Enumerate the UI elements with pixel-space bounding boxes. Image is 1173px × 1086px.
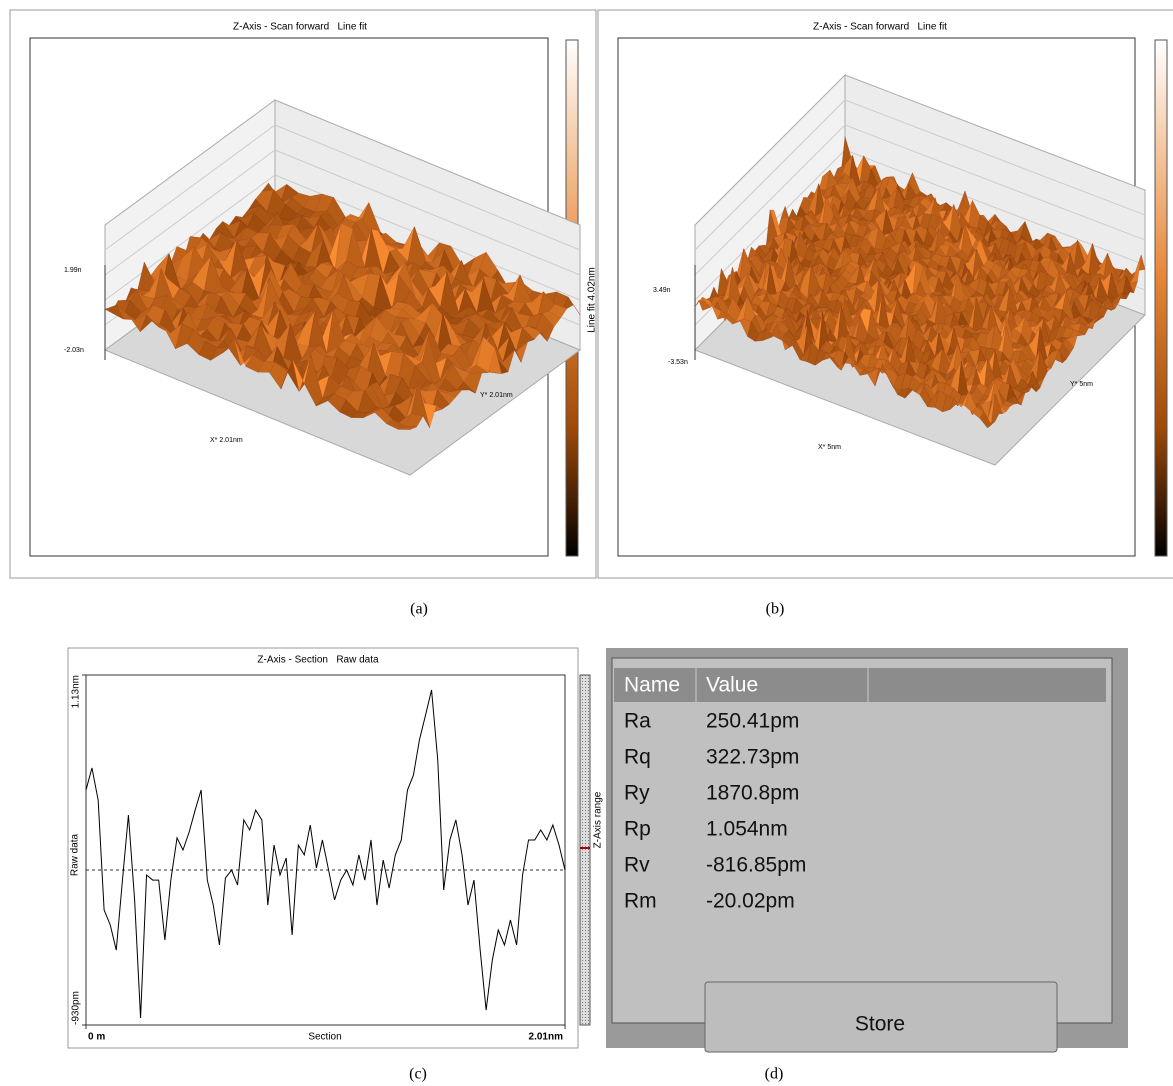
caption: (d) bbox=[765, 1066, 784, 1083]
table-cell: Rv bbox=[624, 854, 650, 877]
caption: (b) bbox=[766, 601, 785, 618]
y-label: Y* 2.01nm bbox=[480, 392, 513, 399]
y-axis-label: Raw data bbox=[70, 833, 81, 876]
chart-title: Z-Axis - Section Raw data bbox=[257, 655, 379, 666]
button-label[interactable]: Store bbox=[855, 1013, 905, 1036]
table-cell: Ra bbox=[624, 710, 651, 733]
plot-frame bbox=[86, 675, 565, 1025]
table-cell: 250.41pm bbox=[706, 710, 799, 733]
table-cell: -816.85pm bbox=[706, 854, 806, 877]
z-label: -2.03n bbox=[64, 347, 84, 354]
caption: (c) bbox=[409, 1066, 427, 1083]
table-header bbox=[614, 668, 1106, 702]
column-header: Value bbox=[706, 674, 758, 697]
z-label: 1.99n bbox=[64, 267, 82, 274]
column-header: Name bbox=[624, 674, 680, 697]
colorbar bbox=[1155, 40, 1167, 556]
table-cell: 1870.8pm bbox=[706, 782, 799, 805]
x-label: X* 5nm bbox=[818, 444, 841, 451]
page: Z-Axis - Scan forward Line fit Line fit … bbox=[0, 0, 1173, 1086]
panel-title: Z-Axis - Scan forward Line fit bbox=[233, 22, 367, 33]
x-label: X* 2.01nm bbox=[210, 437, 243, 444]
side-label: Z-Axis range bbox=[593, 791, 604, 848]
colorbar-label: Line fit 4.02nm bbox=[587, 267, 598, 333]
z-label: -3.53n bbox=[668, 359, 688, 366]
x-axis-label: Section bbox=[308, 1032, 341, 1043]
table-cell: -20.02pm bbox=[706, 890, 795, 913]
table-cell: Rm bbox=[624, 890, 657, 913]
table-cell: Ry bbox=[624, 782, 650, 805]
x-tick-label: 2.01nm bbox=[529, 1032, 564, 1043]
range-bar bbox=[580, 675, 590, 1025]
table-cell: 322.73pm bbox=[706, 746, 799, 769]
caption: (a) bbox=[410, 601, 428, 618]
z-label: 3.49n bbox=[653, 287, 671, 294]
y-tick-label: 1.13nm bbox=[71, 675, 82, 708]
panel-title: Z-Axis - Scan forward Line fit bbox=[813, 22, 947, 33]
table-cell: Rp bbox=[624, 818, 651, 841]
table-cell: Rq bbox=[624, 746, 651, 769]
figure: Z-Axis - Scan forward Line fit Line fit … bbox=[0, 0, 1173, 1086]
table-body bbox=[612, 658, 1112, 1023]
y-label: Y* 5nm bbox=[1070, 381, 1093, 388]
y-tick-label: -930pm bbox=[71, 991, 82, 1025]
table-cell: 1.054nm bbox=[706, 818, 788, 841]
x-tick-label: 0 m bbox=[88, 1032, 105, 1043]
